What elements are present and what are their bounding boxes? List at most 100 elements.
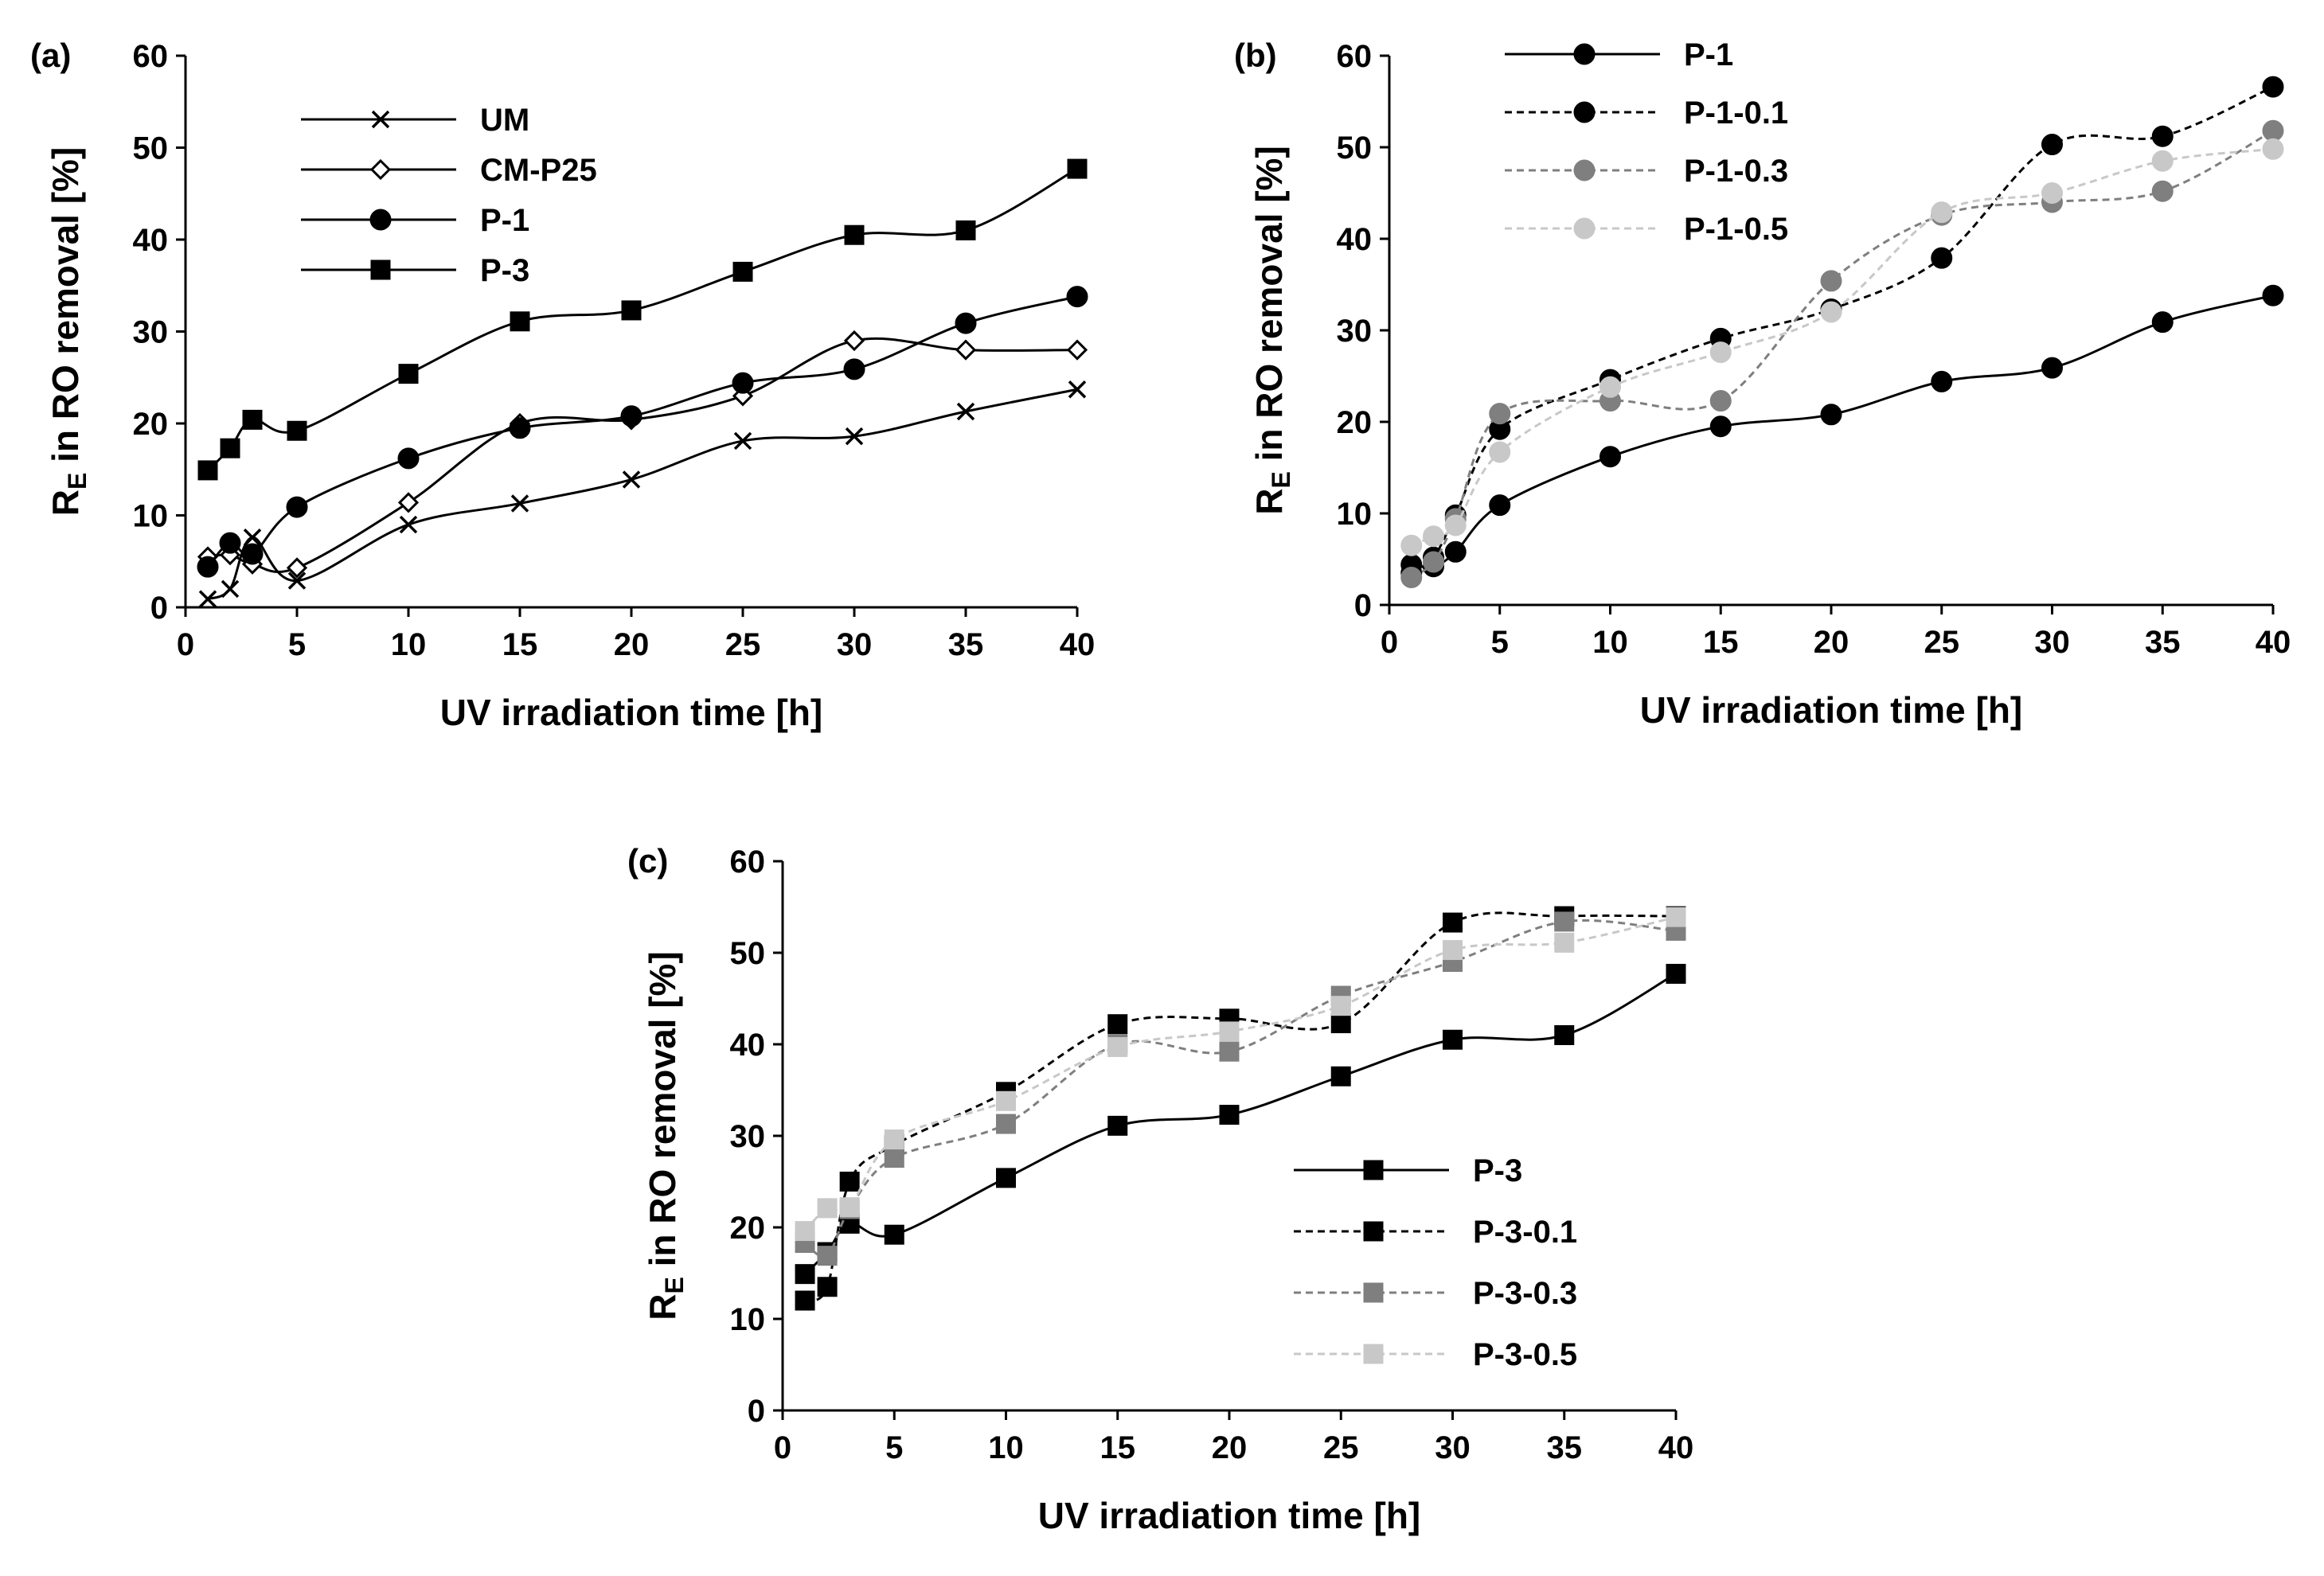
y-tick-label: 0	[748, 1394, 765, 1429]
data-point-CM-P25-40	[1066, 339, 1088, 361]
legend-entry-P-3: P-3	[301, 253, 529, 288]
data-point-P-3-0.1-15	[1107, 1014, 1128, 1035]
data-point-P-1-3	[1444, 540, 1467, 563]
series-line-CM-P25	[207, 337, 1078, 573]
data-point-UM-30	[845, 427, 864, 446]
data-point-P-1-0.5-10	[1599, 376, 1621, 398]
data-point-P-1-0.5-40	[2262, 138, 2284, 160]
legend-entry-P-1: P-1	[1505, 37, 1733, 72]
x-tick-label: 40	[1658, 1430, 1694, 1465]
y-tick-label: 10	[133, 499, 169, 534]
y-tick-label: 60	[133, 39, 169, 74]
data-point-P-3-0.3-5	[884, 1148, 904, 1168]
data-point-P-3-0.3-20	[1219, 1041, 1240, 1062]
data-point-P-3-0.5-1	[795, 1221, 815, 1242]
y-tick-label: 0	[1354, 588, 1372, 623]
x-tick-label: 35	[948, 627, 984, 662]
data-point-P-3-0.1-30	[1443, 912, 1463, 933]
data-point-P-1-0.3-20	[1820, 270, 1842, 292]
data-point-P-3-0.1-25	[1330, 1013, 1351, 1034]
legend-label: P-1	[1684, 37, 1733, 72]
data-point-P-1-0.5-30	[2041, 182, 2063, 204]
y-tick-label: 40	[730, 1028, 766, 1063]
data-point-P-3-30	[1443, 1029, 1463, 1050]
x-axis-title: UV irradiation time [h]	[1038, 1495, 1420, 1536]
data-point-P-1-0.1-25	[1931, 247, 1953, 269]
y-tick-label: 30	[1337, 314, 1373, 349]
data-point-P-3-0.1-1	[795, 1290, 815, 1311]
x-tick-label: 15	[1703, 625, 1739, 660]
legend-marker	[1363, 1344, 1384, 1364]
data-point-P-1-1	[197, 556, 219, 578]
y-tick-label: 30	[730, 1119, 766, 1154]
series-UM	[198, 380, 1087, 608]
legend-label: P-1	[480, 203, 529, 238]
data-point-P-3-2	[220, 438, 240, 458]
y-tick-label: 20	[730, 1211, 766, 1246]
chart-panel-a: 0 10 20 30 40 50 60 0 5 10 15 20 25 30 35 40 (a) UV irrad…	[30, 37, 1095, 733]
data-point-P-3-30	[844, 224, 865, 245]
y-tick-label: 60	[730, 845, 766, 880]
x-tick-label: 30	[837, 627, 873, 662]
data-point-P-1-0.5-1	[1400, 534, 1423, 556]
legend-marker	[369, 209, 392, 231]
x-tick-label: 15	[502, 627, 538, 662]
data-point-UM-1	[198, 590, 217, 608]
data-point-P-3-25	[732, 261, 753, 282]
x-tick-label: 0	[177, 627, 194, 662]
legend-label: P-3-0.1	[1473, 1215, 1577, 1250]
data-point-P-3-40	[1067, 158, 1088, 179]
data-point-P-3-0.5-3	[839, 1197, 860, 1218]
legend-marker	[1573, 159, 1596, 181]
legend-marker	[371, 110, 390, 129]
legend-marker	[1573, 43, 1596, 65]
x-tick-label: 30	[1435, 1430, 1471, 1465]
data-point-UM-25	[733, 431, 752, 451]
x-tick-label: 5	[1491, 625, 1509, 660]
x-tick-label: 20	[1814, 625, 1849, 660]
panel-label-b: (b)	[1234, 37, 1277, 74]
legend-marker	[370, 259, 391, 280]
data-point-P-3-5	[287, 420, 307, 441]
data-point-P-3-0.1-3	[839, 1172, 860, 1192]
data-point-P-1-15	[1709, 415, 1732, 438]
y-tick-label: 60	[1337, 39, 1373, 74]
series-P-3-0.3	[795, 911, 1686, 1266]
series-line-P-3-0.5	[803, 915, 1677, 1232]
data-point-P-1-0.5-35	[2151, 150, 2174, 172]
legend-entry-P-1-0.1: P-1-0.1	[1505, 96, 1788, 131]
x-tick-label: 25	[1323, 1430, 1359, 1465]
series-P-1-0.5	[1400, 138, 2284, 556]
series-P-1	[197, 286, 1088, 578]
x-tick-label: 35	[1547, 1430, 1583, 1465]
data-point-P-3-0.5-2	[817, 1198, 838, 1219]
data-point-UM-20	[622, 470, 641, 489]
data-point-P-1-0.5-25	[1931, 201, 1953, 224]
series-line-P-3-0.3	[804, 919, 1677, 1258]
legend-entry-UM: UM	[301, 103, 529, 138]
legend-entry-P-1-0.3: P-1-0.3	[1505, 154, 1788, 189]
legend-label: P-1-0.3	[1684, 154, 1788, 189]
legend-entry-P-3-0.3: P-3-0.3	[1294, 1276, 1577, 1311]
data-point-P-1-10	[1599, 446, 1621, 468]
x-tick-label: 0	[1381, 625, 1398, 660]
x-axis-title: UV irradiation time [h]	[440, 692, 822, 733]
data-point-P-1-40	[1066, 286, 1088, 308]
legend-entry-P-3-0.5: P-3-0.5	[1294, 1337, 1577, 1372]
data-point-P-3-0.5-15	[1107, 1036, 1128, 1057]
data-point-UM-15	[510, 494, 529, 513]
x-tick-label: 20	[1212, 1430, 1248, 1465]
x-axis-title: UV irradiation time [h]	[1640, 689, 2022, 731]
data-point-P-1-3	[241, 543, 264, 565]
data-point-P-1-35	[955, 312, 977, 334]
data-point-P-1-0.3-40	[2262, 119, 2284, 142]
data-point-UM-3	[243, 528, 262, 547]
data-point-P-3-15	[510, 311, 530, 332]
y-tick-label: 40	[1337, 222, 1373, 257]
data-point-P-1-2	[219, 532, 241, 554]
y-tick-label: 50	[730, 936, 766, 971]
legend-marker	[1363, 1221, 1384, 1242]
data-point-P-3-1	[197, 460, 218, 481]
series-P-1	[1400, 284, 2284, 578]
